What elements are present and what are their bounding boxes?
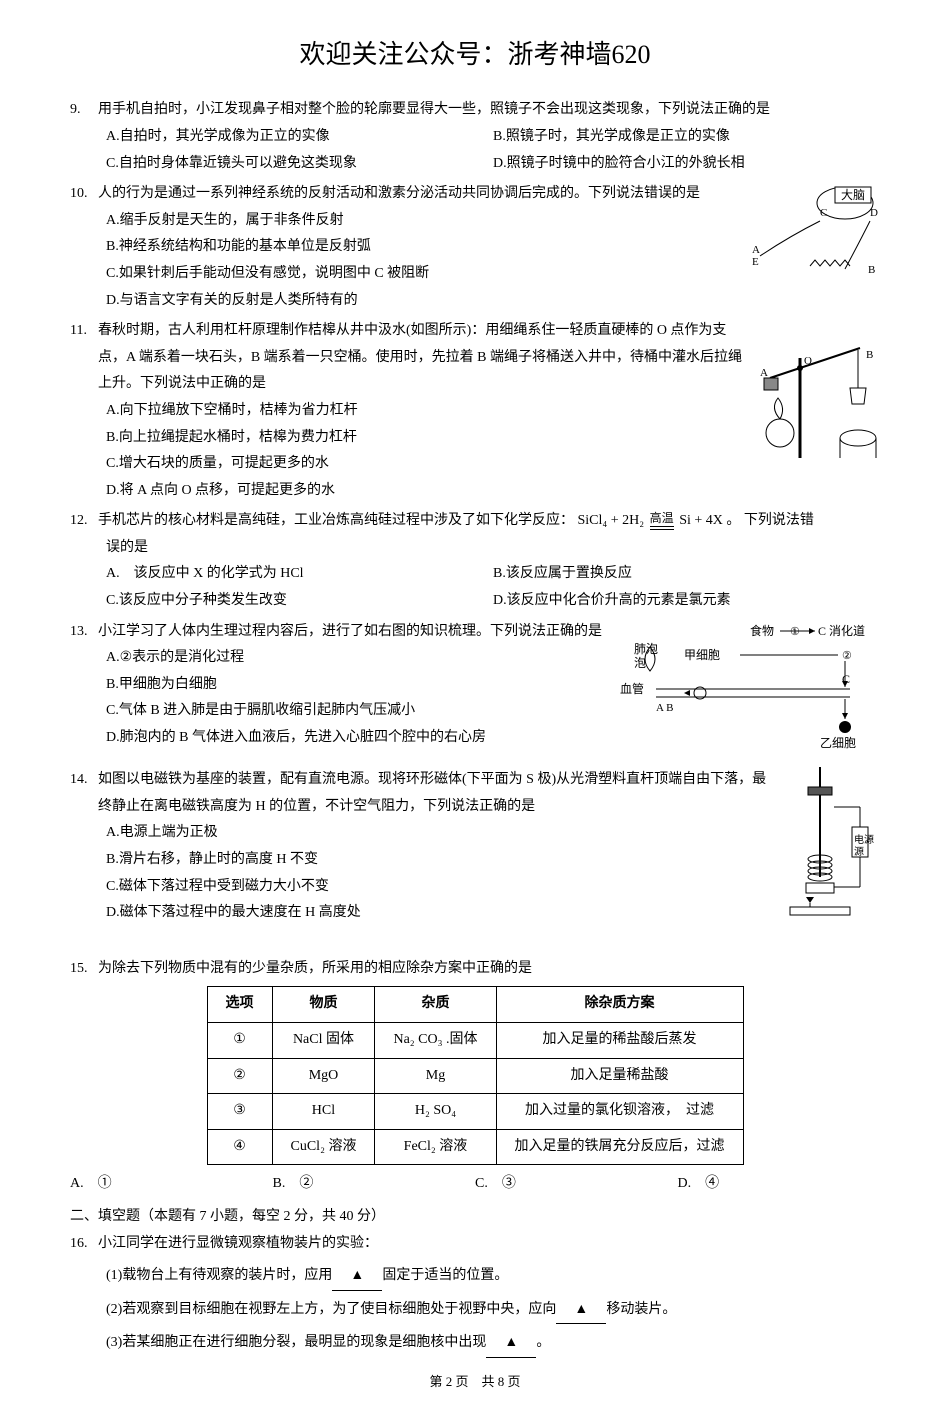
svg-text:食物: 食物 bbox=[750, 623, 774, 638]
formula-right: Si + 4X 。 bbox=[679, 513, 740, 528]
question-10: 大脑 C D A E B 10. 人的行为是通过一系列神经系统的反射活动和激素分… bbox=[70, 181, 880, 314]
svg-text:A: A bbox=[752, 244, 760, 256]
brain-diagram: 大脑 C D A E B bbox=[750, 181, 880, 292]
question-11: O A B 11. 春秋时期，古人利用杠杆原理制作桔槔从井中汲水(如图所示)：用… bbox=[70, 318, 880, 504]
svg-text:乙细胞: 乙细胞 bbox=[820, 736, 856, 749]
q-num: 10. bbox=[70, 181, 98, 208]
svg-text:B: B bbox=[866, 349, 873, 361]
blank: ▲ bbox=[332, 1263, 382, 1291]
q-stem-text: 春秋时期，古人利用杠杆原理制作桔槔从井中汲水(如图所示)：用细绳系住一轻质直硬棒… bbox=[98, 318, 752, 398]
th-substance: 物质 bbox=[272, 987, 375, 1023]
question-15: 15. 为除去下列物质中混有的少量杂质，所采用的相应除杂方案中正确的是 选项 物… bbox=[70, 956, 880, 1198]
q-stem-text: 小江学习了人体内生理过程内容后，进行了如右图的知识梳理。下列说法正确的是 bbox=[98, 619, 612, 646]
question-12: 12. 手机芯片的核心材料是高纯硅，工业冶炼高纯硅过程中涉及了如下化学反应： S… bbox=[70, 508, 880, 614]
reaction-condition: 高温 bbox=[648, 512, 676, 530]
th-plan: 除杂质方案 bbox=[496, 987, 743, 1023]
q-stem-text: 人的行为是通过一系列神经系统的反射活动和激素分泌活动共同协调后完成的。下列说法错… bbox=[98, 181, 742, 208]
table-row: ④CuCl₂ 溶液FeCl₂ 溶液加入足量的铁屑充分反应后，过滤 bbox=[207, 1129, 743, 1165]
table-row: ①NaCl 固体Na₂ CO₃ .固体加入足量的稀盐酸后蒸发 bbox=[207, 1023, 743, 1059]
svg-text:A B: A B bbox=[656, 702, 673, 714]
svg-text:甲细胞: 甲细胞 bbox=[684, 648, 720, 662]
choice-c: C. ③ bbox=[475, 1171, 678, 1198]
q-stem-text: 用手机自拍时，小江发现鼻子相对整个脸的轮廓要显得大一些，照镜子不会出现这类现象，… bbox=[98, 97, 880, 124]
svg-text:泡: 泡 bbox=[634, 656, 646, 670]
svg-text:C: C bbox=[820, 207, 827, 219]
stem-cont: 误的是 bbox=[70, 535, 880, 562]
svg-text:源: 源 bbox=[854, 845, 864, 858]
physiology-diagram: 食物 ① C 消化道 肺泡 泡 甲细胞 ② 血管 A B C 乙细胞 bbox=[620, 619, 880, 760]
choice-d: D.照镜子时镜中的脸符合小江的外貌长相 bbox=[493, 151, 880, 178]
choice-c: C.该反应中分子种类发生改变 bbox=[106, 588, 493, 615]
choice-a: A. ① bbox=[70, 1171, 273, 1198]
svg-text:血管: 血管 bbox=[620, 681, 644, 696]
q-num: 14. bbox=[70, 767, 98, 820]
choice-d: D. ④ bbox=[678, 1171, 881, 1198]
q-num: 15. bbox=[70, 956, 98, 983]
question-9: 9. 用手机自拍时，小江发现鼻子相对整个脸的轮廓要显得大一些，照镜子不会出现这类… bbox=[70, 97, 880, 177]
svg-text:D: D bbox=[870, 207, 878, 219]
choice-d: D.磁体下落过程中的最大速度在 H 高度处 bbox=[106, 900, 880, 927]
blank: ▲ bbox=[486, 1330, 536, 1358]
q-num: 12. bbox=[70, 508, 98, 535]
svg-text:电源: 电源 bbox=[854, 833, 874, 846]
formula-left: SiCl₄ + 2H₂ bbox=[578, 513, 645, 528]
svg-text:E: E bbox=[752, 256, 759, 268]
svg-text:O: O bbox=[804, 355, 812, 367]
choice-d: D.将 A 点向 O 点移，可提起更多的水 bbox=[106, 478, 880, 505]
page-footer: 第 2 页 共 8 页 bbox=[70, 1370, 880, 1395]
th-impurity: 杂质 bbox=[375, 987, 496, 1023]
svg-text:B: B bbox=[868, 264, 875, 276]
choice-a: A. 该反应中 X 的化学式为 HCl bbox=[106, 561, 493, 588]
choice-b: B.滑片右移，静止时的高度 H 不变 bbox=[106, 847, 880, 874]
lever-diagram: O A B bbox=[760, 318, 880, 469]
impurity-table: 选项 物质 杂质 除杂质方案 ①NaCl 固体Na₂ CO₃ .固体加入足量的稀… bbox=[207, 986, 744, 1165]
choice-c: C.自拍时身体靠近镜头可以避免这类现象 bbox=[106, 151, 493, 178]
q-stem-text: 如图以电磁铁为基座的装置，配有直流电源。现将环形磁体(下平面为 S 极)从光滑塑… bbox=[98, 767, 772, 820]
table-row: ②MgOMg加入足量稀盐酸 bbox=[207, 1058, 743, 1094]
q-num: 11. bbox=[70, 318, 98, 398]
table-row: ③HClH₂ SO₄加入过量的氯化钡溶液， 过滤 bbox=[207, 1094, 743, 1130]
q-stem-text: 小江同学在进行显微镜观察植物装片的实验： bbox=[98, 1231, 880, 1258]
page-title: 欢迎关注公众号：浙考神墙620 bbox=[70, 30, 880, 79]
svg-text:②: ② bbox=[842, 650, 852, 662]
q-stem-text: 为除去下列物质中混有的少量杂质，所采用的相应除杂方案中正确的是 bbox=[98, 956, 880, 983]
q-num: 9. bbox=[70, 97, 98, 124]
q-num: 16. bbox=[70, 1231, 98, 1258]
q16-1b: 固定于适当的位置。 bbox=[382, 1268, 508, 1283]
section-2-heading: 二、填空题（本题有 7 小题，每空 2 分，共 40 分） bbox=[70, 1204, 880, 1231]
q16-1a: (1)载物台上有待观察的装片时，应用 bbox=[106, 1268, 332, 1283]
question-16: 16. 小江同学在进行显微镜观察植物装片的实验： (1)载物台上有待观察的装片时… bbox=[70, 1231, 880, 1358]
choice-a: A.自拍时，其光学成像为正立的实像 bbox=[106, 124, 493, 151]
question-14: 电源 源 14. 如图以电磁铁为基座的装置，配有直流电源。现将环形磁体(下平面为… bbox=[70, 767, 880, 952]
q-num: 13. bbox=[70, 619, 98, 646]
choice-b: B.照镜子时，其光学成像是正立的实像 bbox=[493, 124, 880, 151]
svg-text:A: A bbox=[760, 367, 768, 379]
question-13: 食物 ① C 消化道 肺泡 泡 甲细胞 ② 血管 A B C 乙细胞 bbox=[70, 619, 880, 764]
q-stem-text: 手机芯片的核心材料是高纯硅，工业冶炼高纯硅过程中涉及了如下化学反应： SiCl₄… bbox=[98, 508, 880, 535]
choice-b: B.该反应属于置换反应 bbox=[493, 561, 880, 588]
svg-text:肺泡: 肺泡 bbox=[634, 642, 658, 656]
choice-b: B. ② bbox=[273, 1171, 476, 1198]
q16-2a: (2)若观察到目标细胞在视野左上方，为了使目标细胞处于视野中央，应向 bbox=[106, 1302, 556, 1317]
choice-a: A.电源上端为正极 bbox=[106, 820, 880, 847]
blank: ▲ bbox=[556, 1297, 606, 1325]
th-option: 选项 bbox=[207, 987, 272, 1023]
svg-text:①: ① bbox=[790, 626, 800, 638]
choice-c: C.磁体下落过程中受到磁力大小不变 bbox=[106, 874, 880, 901]
svg-text:大脑: 大脑 bbox=[841, 188, 865, 202]
electromagnet-diagram: 电源 源 bbox=[780, 767, 880, 948]
svg-text:C 消化道: C 消化道 bbox=[818, 624, 865, 638]
q16-2b: 移动装片。 bbox=[606, 1302, 676, 1317]
choice-d: D.该反应中化合价升高的元素是氯元素 bbox=[493, 588, 880, 615]
